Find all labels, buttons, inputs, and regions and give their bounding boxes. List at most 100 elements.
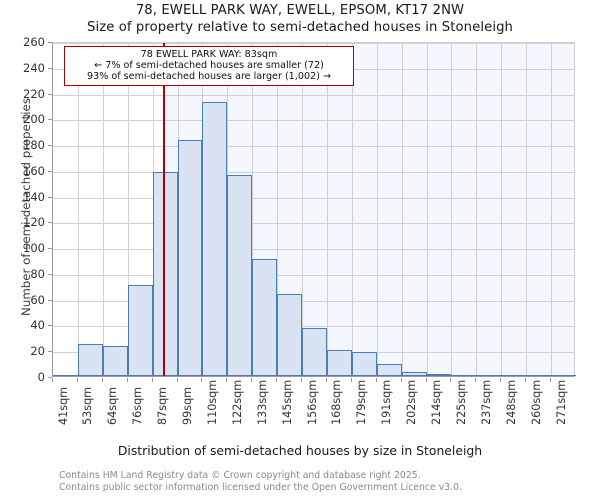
gridline-horizontal bbox=[53, 146, 574, 148]
x-axis-tick-label: 145sqm bbox=[280, 379, 294, 425]
gridline-horizontal bbox=[53, 249, 574, 251]
x-axis-tick-label: 168sqm bbox=[330, 379, 344, 425]
gridline-horizontal bbox=[53, 43, 574, 44]
y-axis-tick bbox=[48, 42, 52, 43]
histogram-bar bbox=[401, 372, 427, 376]
y-axis-tick-label: 60 bbox=[30, 292, 45, 307]
y-axis-tick bbox=[48, 377, 52, 378]
histogram-bar bbox=[451, 374, 477, 376]
y-axis-tick bbox=[48, 325, 52, 327]
x-axis-tick bbox=[500, 378, 502, 382]
x-axis-tick bbox=[251, 378, 253, 382]
histogram-bar bbox=[252, 258, 278, 376]
footer-attribution: Contains HM Land Registry data © Crown c… bbox=[59, 470, 599, 495]
y-axis-tick-label: 100 bbox=[23, 241, 45, 256]
x-axis-tick bbox=[52, 378, 53, 382]
x-axis-tick bbox=[350, 378, 352, 382]
histogram-bar bbox=[102, 346, 128, 376]
y-axis-tick-label: 0 bbox=[37, 370, 45, 384]
x-axis-tick-label: 76sqm bbox=[131, 386, 145, 425]
y-axis-tick-label: 260 bbox=[23, 35, 45, 49]
y-axis-tick-label: 240 bbox=[23, 60, 45, 75]
x-axis-tick bbox=[475, 378, 477, 382]
gridline-vertical bbox=[77, 43, 79, 376]
histogram-bar bbox=[551, 374, 576, 376]
histogram-bar bbox=[476, 374, 502, 376]
gridline-horizontal bbox=[53, 274, 574, 276]
x-axis-tick-label: 41sqm bbox=[56, 386, 70, 425]
histogram-bar bbox=[127, 284, 153, 376]
chart-title-secondary: Size of property relative to semi-detach… bbox=[86, 20, 514, 35]
histogram-bar bbox=[77, 343, 103, 376]
y-axis-tick bbox=[48, 196, 52, 198]
histogram-bar bbox=[326, 350, 352, 376]
histogram-bar bbox=[376, 364, 402, 376]
gridline-vertical bbox=[252, 43, 254, 376]
x-axis-tick bbox=[176, 378, 178, 382]
gridline-vertical bbox=[302, 43, 304, 376]
x-axis-tick bbox=[550, 378, 552, 382]
y-axis-tick-label: 120 bbox=[23, 215, 45, 230]
x-axis-tick-label: 237sqm bbox=[479, 379, 493, 425]
y-axis-tick bbox=[48, 351, 52, 353]
x-axis-title: Distribution of semi-detached houses by … bbox=[117, 443, 483, 458]
y-axis-tick-label: 140 bbox=[23, 189, 45, 204]
histogram-bar bbox=[53, 374, 78, 376]
y-axis-tick-label: 20 bbox=[30, 344, 45, 359]
x-axis-tick-label: 202sqm bbox=[405, 379, 419, 425]
x-axis-tick bbox=[525, 378, 527, 382]
histogram-bar bbox=[302, 328, 327, 376]
x-axis-tick-label: 99sqm bbox=[181, 386, 195, 425]
x-axis-tick-label: 225sqm bbox=[454, 379, 468, 425]
gridline-horizontal bbox=[53, 197, 574, 199]
y-axis-tick bbox=[48, 93, 52, 95]
x-axis-tick bbox=[126, 378, 128, 382]
property-size-marker-line bbox=[162, 43, 165, 376]
x-axis-tick bbox=[226, 378, 228, 382]
gridline-horizontal bbox=[53, 120, 574, 122]
x-axis-tick bbox=[151, 378, 153, 382]
y-axis-tick bbox=[48, 222, 52, 224]
annotation-line-1: 78 EWELL PARK WAY: 83sqm bbox=[140, 49, 278, 60]
gridline-vertical bbox=[326, 43, 328, 376]
gridline-vertical bbox=[501, 43, 503, 376]
x-axis-tick bbox=[276, 378, 278, 382]
x-axis-tick-label: 214sqm bbox=[430, 379, 444, 425]
gridline-vertical bbox=[426, 43, 428, 376]
x-axis-tick bbox=[76, 378, 78, 382]
histogram-bar bbox=[526, 374, 552, 376]
x-axis-tick-label: 271sqm bbox=[554, 379, 568, 425]
gridline-vertical bbox=[451, 43, 453, 376]
x-axis-tick bbox=[325, 378, 327, 382]
gridline-vertical bbox=[102, 43, 104, 376]
x-axis-tick bbox=[450, 378, 452, 382]
y-axis-tick bbox=[48, 67, 52, 69]
histogram-bar bbox=[152, 172, 178, 376]
histogram-bar bbox=[202, 101, 228, 376]
annotation-line-3: 93% of semi-detached houses are larger (… bbox=[87, 71, 331, 83]
gridline-vertical bbox=[376, 43, 378, 376]
gridline-vertical bbox=[277, 43, 279, 376]
x-axis-tick-label: 191sqm bbox=[380, 379, 394, 425]
y-axis-tick bbox=[48, 145, 52, 147]
histogram-bar bbox=[426, 374, 452, 376]
gridline-horizontal bbox=[53, 171, 574, 173]
gridline-vertical bbox=[526, 43, 528, 376]
gridline-vertical bbox=[476, 43, 478, 376]
histogram-bar bbox=[501, 374, 527, 376]
gridline-horizontal bbox=[53, 223, 574, 225]
gridline-horizontal bbox=[53, 94, 574, 96]
x-axis-tick-label: 260sqm bbox=[529, 379, 543, 425]
histogram-bar bbox=[277, 293, 303, 376]
y-axis-tick-label: 180 bbox=[23, 138, 45, 153]
x-axis-tick-label: 64sqm bbox=[106, 386, 120, 425]
x-axis-tick bbox=[400, 378, 402, 382]
y-axis-tick bbox=[48, 170, 52, 172]
x-axis-tick-label: 122sqm bbox=[230, 379, 244, 425]
gridline-horizontal bbox=[53, 326, 574, 328]
histogram-bar bbox=[177, 140, 203, 376]
y-axis-tick bbox=[48, 248, 52, 250]
annotation-line-2: ← 7% of semi-detached houses are smaller… bbox=[94, 60, 324, 72]
histogram-bar bbox=[351, 351, 377, 376]
